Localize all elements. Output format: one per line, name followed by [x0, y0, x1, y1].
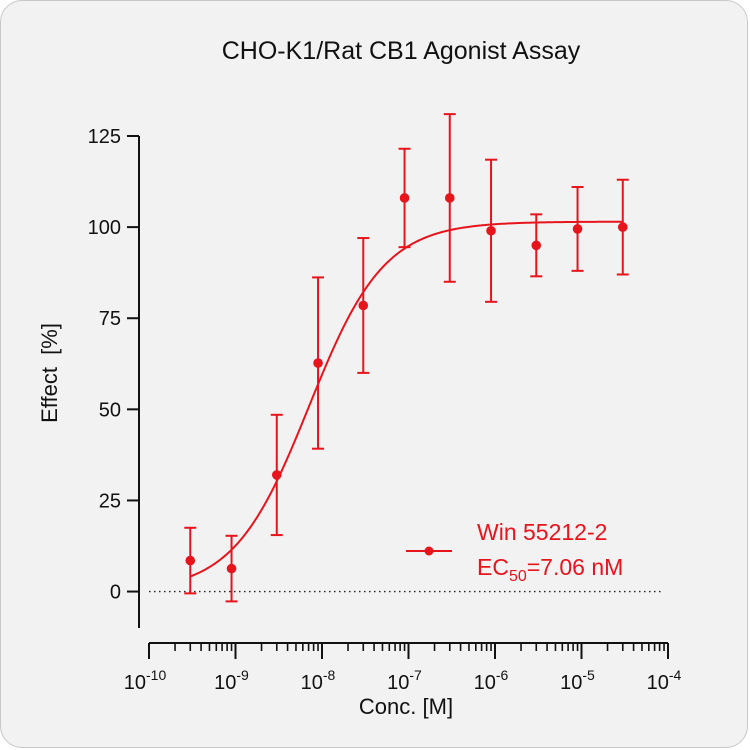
x-tick-label: 10-6: [474, 667, 509, 694]
y-tick-label: 0: [110, 582, 121, 604]
x-tick-label: 10-9: [214, 667, 249, 694]
y-axis: 0 25 50 75 100 125: [88, 126, 140, 628]
data-point: [225, 534, 238, 603]
point-marker: [531, 240, 542, 251]
x-tick-label: 10-4: [647, 667, 682, 694]
data-points: [184, 113, 629, 603]
data-point: [485, 158, 498, 303]
y-axis-label: Effect [%]: [37, 323, 62, 423]
data-point: [312, 276, 325, 450]
ec50-annotation: EC50=7.06 nM: [477, 554, 623, 585]
x-axis-label: Conc. [M]: [359, 694, 453, 719]
point-marker: [399, 193, 410, 203]
ec50-prefix: EC: [477, 554, 509, 580]
point-marker: [358, 300, 369, 311]
point-marker: [226, 563, 237, 574]
x-tick-label: 10-8: [301, 667, 336, 694]
point-marker: [313, 358, 323, 368]
point-marker: [444, 193, 455, 203]
data-point: [571, 186, 584, 272]
point-marker: [572, 224, 583, 234]
y-tick-label: 100: [88, 217, 121, 239]
x-tick-label: 10-10: [124, 667, 167, 694]
legend-series-name: Win 55212-2: [477, 519, 607, 545]
x-axis: 10-10 10-9 10-8 10-7 10-6 10-5 10-4: [124, 642, 682, 694]
x-tick-label: 10-5: [560, 667, 595, 694]
x-tick-label: 10-7: [387, 667, 422, 694]
data-point: [357, 237, 370, 374]
ec50-suffix: =7.06 nM: [527, 554, 624, 580]
legend: Win 55212-2 EC50=7.06 nM: [406, 519, 623, 585]
y-tick-label: 50: [99, 399, 121, 421]
y-tick-label: 125: [88, 126, 121, 148]
data-point: [443, 113, 456, 283]
y-tick-label: 75: [99, 308, 121, 330]
chart-title: CHO-K1/Rat CB1 Agonist Assay: [222, 37, 581, 65]
data-point: [530, 213, 543, 278]
point-marker: [271, 470, 282, 480]
y-tick-label: 25: [99, 490, 121, 512]
point-marker: [617, 222, 628, 232]
data-point: [270, 413, 283, 537]
point-marker: [185, 555, 196, 566]
data-point: [398, 147, 411, 249]
data-point: [184, 526, 197, 595]
data-point: [616, 178, 629, 276]
point-marker: [486, 225, 496, 236]
ec50-subscript: 50: [509, 568, 527, 585]
legend-marker: [424, 546, 434, 556]
